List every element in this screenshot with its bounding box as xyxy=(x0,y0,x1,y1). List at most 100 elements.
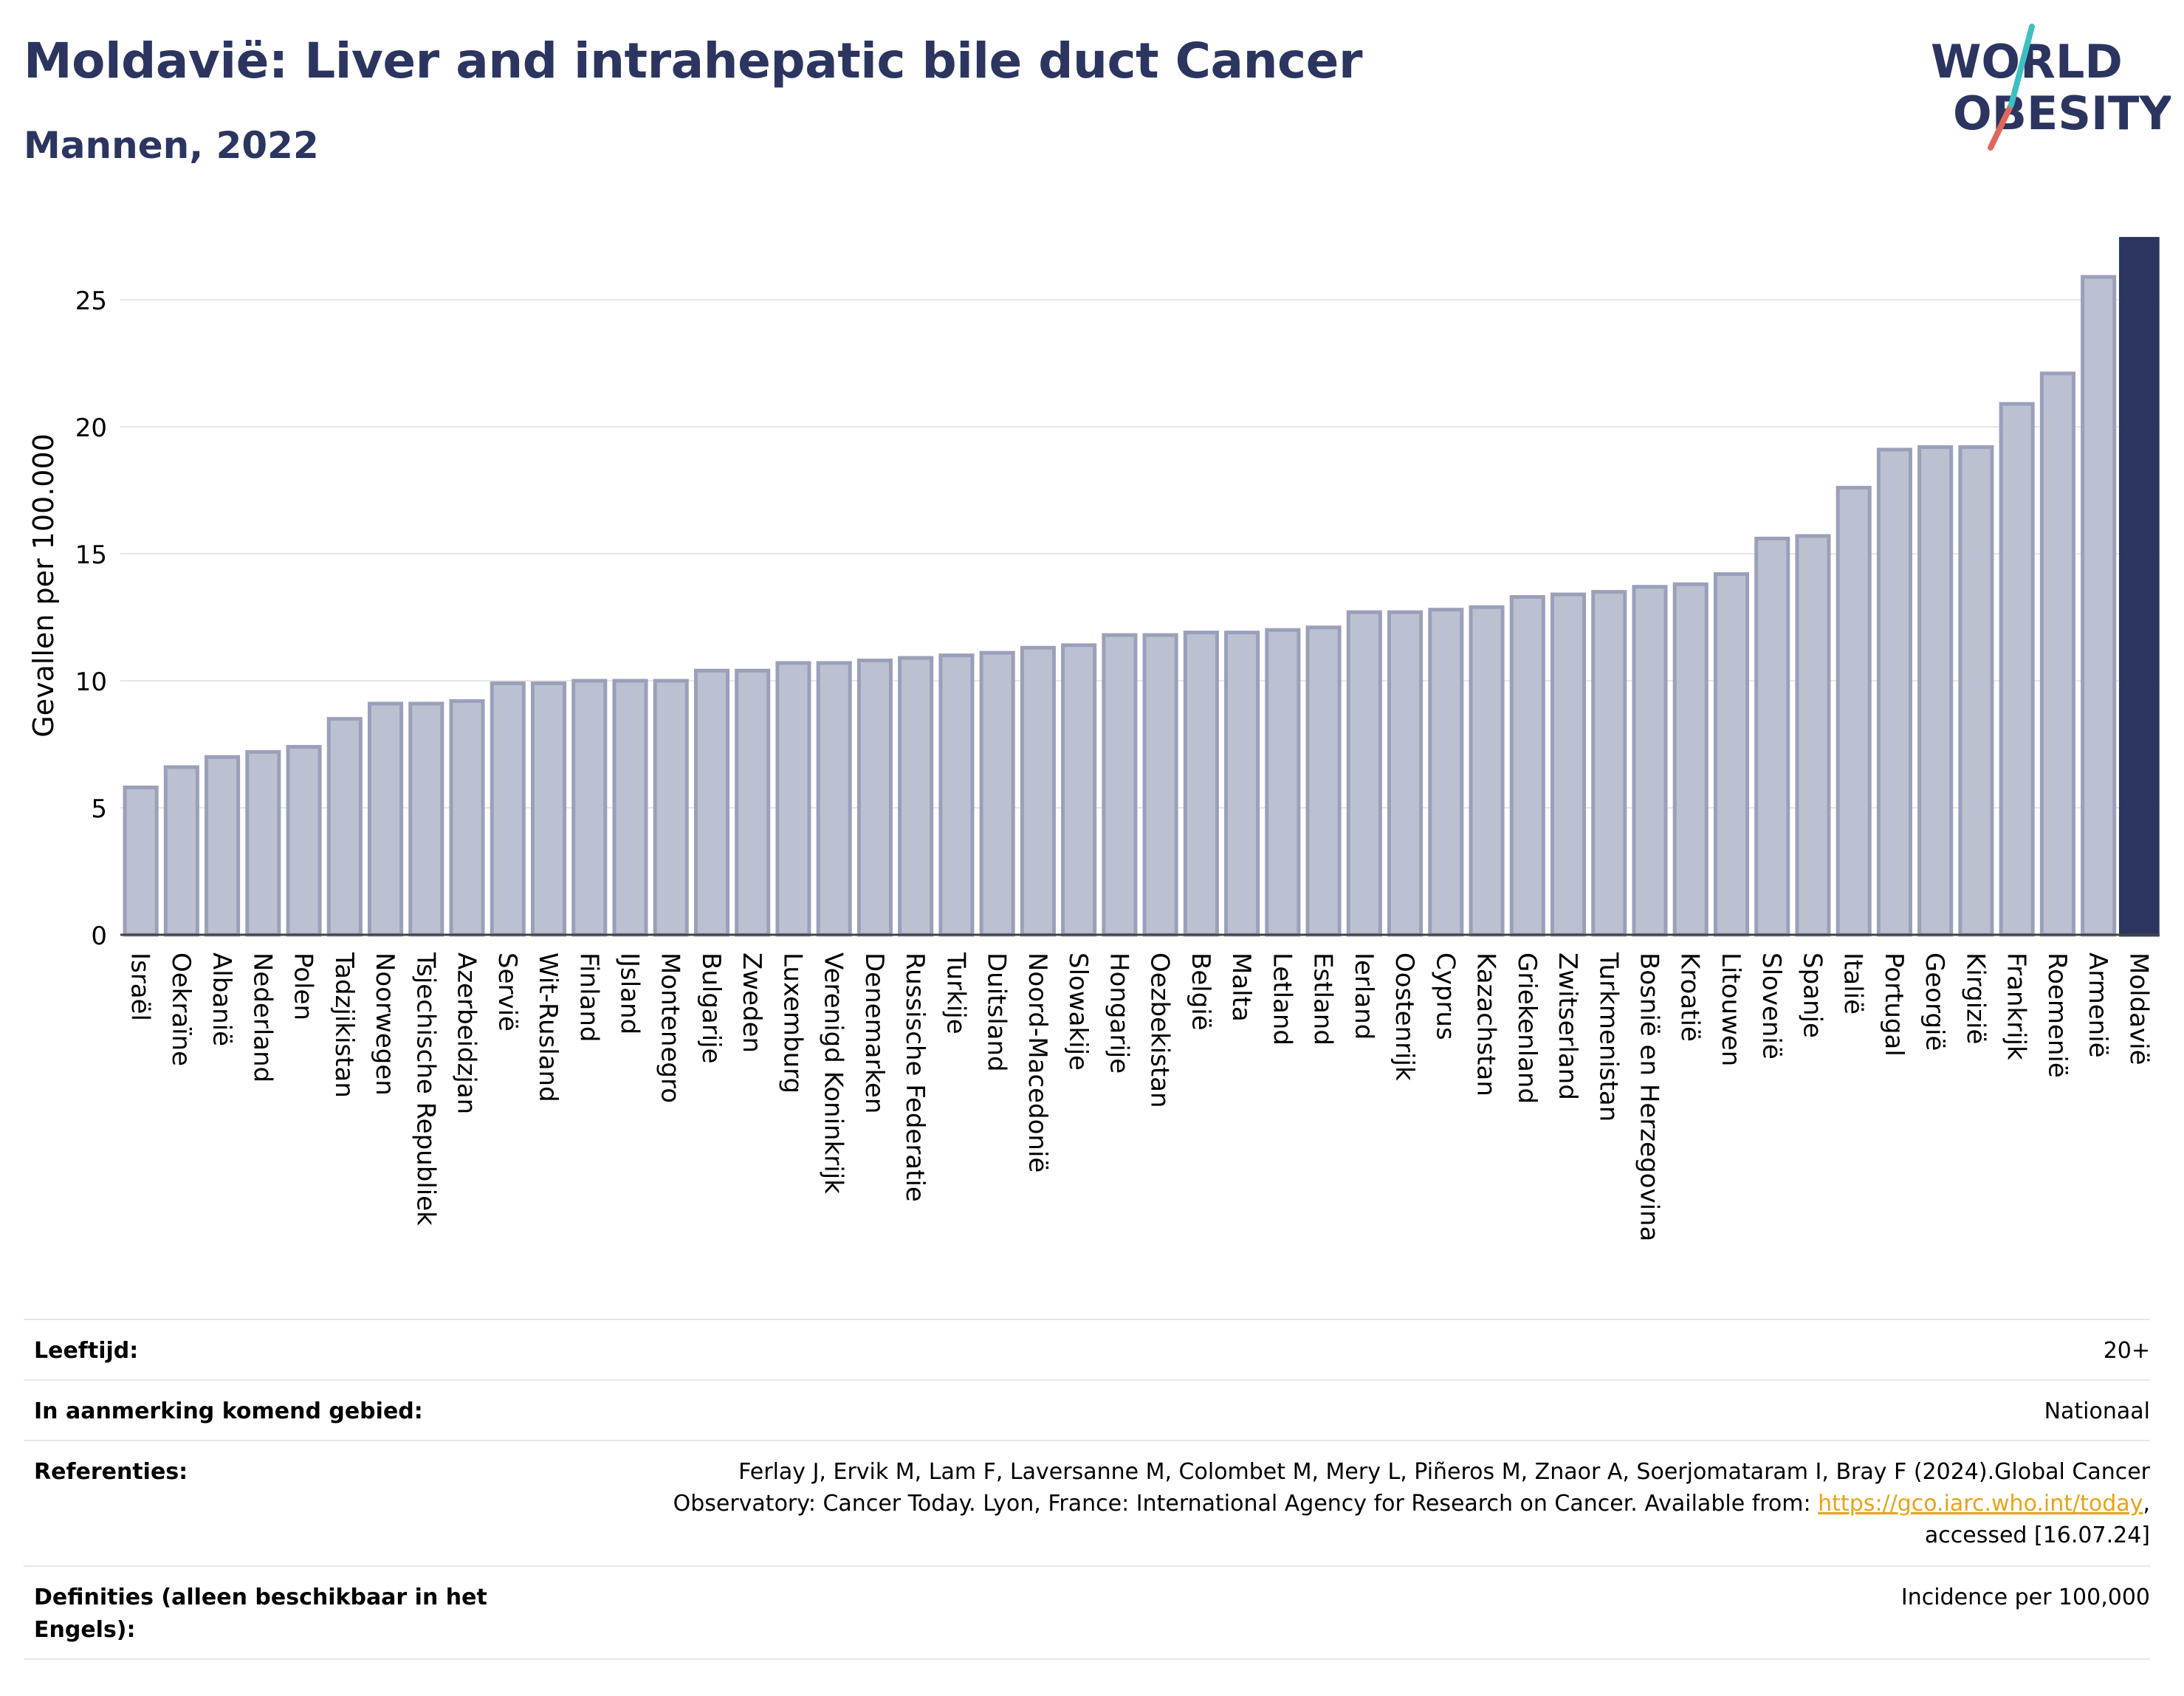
bar-Zweden xyxy=(735,668,771,937)
x-tick-label: Nederland xyxy=(247,952,277,1082)
bar-Malta xyxy=(1224,631,1260,937)
bar-Roemenië xyxy=(2039,371,2075,937)
bar-Russische Federatie xyxy=(898,656,934,937)
x-tick-label: Montenegro xyxy=(656,952,685,1103)
x-tick-label: Moldavië xyxy=(2123,952,2153,1065)
x-tick-label: Azerbeidzjan xyxy=(452,952,481,1114)
y-tick-labels: 0 5 10 15 20 25 xyxy=(75,286,107,951)
bar-Letland xyxy=(1265,628,1301,937)
bar-Bosnië en Herzegovina xyxy=(1632,585,1668,937)
x-tick-label: Portugal xyxy=(1879,952,1909,1057)
x-tick-label: Litouwen xyxy=(1716,952,1745,1066)
y-axis-label: Gevallen per 100.000 xyxy=(27,433,60,738)
x-tick-label: Kroatië xyxy=(1675,952,1705,1042)
bar-Tadzjikistan xyxy=(326,717,363,937)
bar-Oostenrijk xyxy=(1387,610,1424,937)
bar-Litouwen xyxy=(1713,572,1750,937)
x-tick-label: Servië xyxy=(492,952,522,1031)
meta-value: Ferlay J, Ervik M, Lam F, Laversanne M, … xyxy=(600,1456,2150,1551)
y-tick-label: 0 xyxy=(91,921,107,951)
y-tick-label: 5 xyxy=(91,794,107,824)
reference-link[interactable]: https://gco.iarc.who.int/today xyxy=(1818,1491,2143,1517)
reference-text: Observatory: Cancer Today. Lyon, France:… xyxy=(673,1491,1819,1517)
x-tick-label: Slovenië xyxy=(1757,952,1786,1060)
x-tick-label: Wit-Rusland xyxy=(533,952,563,1102)
x-tick-label: Duitsland xyxy=(982,952,1012,1072)
bar-Armenië xyxy=(2081,275,2117,937)
reference-text-post: , xyxy=(2143,1491,2150,1517)
x-tick-label: Cyprus xyxy=(1430,952,1460,1040)
y-tick-label: 25 xyxy=(75,286,107,316)
x-tick-label: Frankrijk xyxy=(2002,952,2031,1060)
x-tick-label: Finland xyxy=(574,952,603,1043)
world-obesity-logo: WORLD OBESITY xyxy=(1931,24,2171,151)
bar-Albanië xyxy=(205,755,241,937)
x-tick-label: Georgië xyxy=(1920,952,1949,1051)
logo-slash-coral xyxy=(1988,102,2014,151)
bar-Griekenland xyxy=(1509,594,1545,937)
bar-Polen xyxy=(286,744,322,937)
bar-Montenegro xyxy=(653,679,689,937)
bar-Slovenië xyxy=(1754,536,1790,937)
x-tick-label: Slowakije xyxy=(1063,952,1093,1071)
bar-Ierland xyxy=(1346,610,1382,937)
x-tick-label: Albanië xyxy=(207,952,236,1046)
bar-Luxemburg xyxy=(775,661,811,937)
chart-title: Moldavië: Liver and intrahepatic bile du… xyxy=(24,32,1363,89)
x-tick-label: Verenigd Koninkrijk xyxy=(819,952,848,1194)
bars xyxy=(123,236,2160,937)
x-tick-label: Israël xyxy=(126,952,155,1021)
meta-row-references: Referenties: Ferlay J, Ervik M, Lam F, L… xyxy=(24,1440,2150,1567)
x-tick-label: Armenië xyxy=(2083,952,2112,1058)
bar-Hongarije xyxy=(1102,633,1138,937)
bar-Georgië xyxy=(1917,445,1954,937)
meta-value: 20+ xyxy=(2103,1338,2150,1364)
y-tick-label: 15 xyxy=(75,540,107,570)
meta-label: Leeftijd: xyxy=(34,1338,139,1364)
reference-line3: accessed [16.07.24] xyxy=(1924,1522,2150,1548)
bar-Slowakije xyxy=(1061,643,1097,937)
bar-Zwitserland xyxy=(1550,592,1587,937)
bar-Spanje xyxy=(1795,534,1831,937)
x-tick-label: Kirgizië xyxy=(1960,952,1990,1044)
x-tick-label: Turkmenistan xyxy=(1593,952,1623,1122)
meta-value: Incidence per 100,000 xyxy=(1900,1585,2150,1610)
bar-Finland xyxy=(571,679,608,937)
reference-line1: Ferlay J, Ervik M, Lam F, Laversanne M, … xyxy=(738,1459,2150,1485)
x-tick-label: Ierland xyxy=(1349,952,1378,1040)
bar-Turkmenistan xyxy=(1591,590,1627,937)
x-tick-label: Griekenland xyxy=(1512,952,1542,1104)
bar-Kazachstan xyxy=(1469,605,1505,937)
bar-België xyxy=(1183,631,1219,937)
x-tick-label: Oezbekistan xyxy=(1145,952,1175,1108)
logo-line2: OBESITY xyxy=(1953,86,2171,140)
x-tick-label: Hongarije xyxy=(1104,952,1133,1074)
bar-Moldavië xyxy=(2119,236,2160,937)
x-tick-label: Russische Federatie xyxy=(900,952,930,1202)
x-tick-label: Malta xyxy=(1226,952,1256,1022)
meta-label: Referenties: xyxy=(34,1459,188,1485)
x-tick-label: Bosnië en Herzegovina xyxy=(1635,952,1664,1241)
meta-label: Definities (alleen beschikbaar in het En… xyxy=(34,1585,487,1643)
x-tick-label: Tadzjikistan xyxy=(329,952,359,1098)
x-tick-label: Spanje xyxy=(1797,952,1827,1038)
bar-Israël xyxy=(123,785,159,937)
bar-chart: 0 5 10 15 20 25 Israël Oekraïne Albanië Nederlan… xyxy=(27,236,2160,1241)
x-tick-label: Polen xyxy=(289,952,318,1020)
x-tick-label: Noord-Macedonië xyxy=(1023,952,1052,1173)
meta-row-definitions: Definities (alleen beschikbaar in het En… xyxy=(24,1565,2150,1660)
bar-Estland xyxy=(1305,625,1342,937)
meta-row-age: Leeftijd: 20+ xyxy=(24,1319,2150,1381)
x-tick-label: Zwitserland xyxy=(1553,952,1582,1100)
x-tick-label: Denemarken xyxy=(859,952,889,1113)
bar-Denemarken xyxy=(856,658,893,937)
bar-IJsland xyxy=(612,679,648,937)
bar-Bulgarije xyxy=(693,668,730,937)
x-tick-label: IJsland xyxy=(615,952,645,1034)
bar-Tsjechische Republiek xyxy=(408,701,444,937)
x-tick-label: Oostenrijk xyxy=(1390,952,1419,1081)
y-tick-label: 10 xyxy=(75,667,107,697)
bar-Frankrijk xyxy=(1999,402,2035,937)
bar-Turkije xyxy=(938,653,975,937)
x-tick-label: België xyxy=(1186,952,1215,1031)
